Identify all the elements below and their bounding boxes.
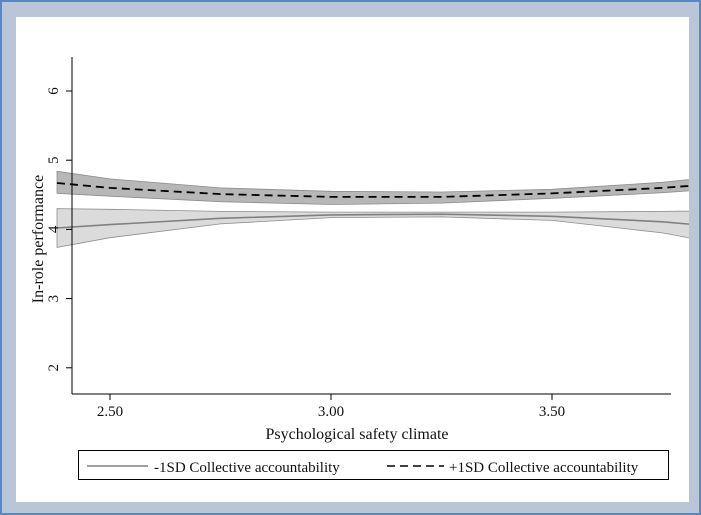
x-axis-title: Psychological safety climate	[265, 426, 448, 443]
series-lines	[56, 182, 701, 229]
x-tick-label: 3.00	[318, 404, 344, 420]
y-axis-title: In-role performance	[30, 175, 47, 303]
y-tick-label: 2	[46, 364, 62, 372]
legend-box	[78, 450, 669, 480]
y-tick-label: 4	[46, 225, 62, 233]
x-tick-label: 3.50	[539, 404, 565, 420]
y-tick-label: 5	[46, 156, 62, 164]
x-tick-label: 2.50	[97, 404, 123, 420]
axes: 2.503.003.504.004.505.0023456	[46, 57, 671, 420]
y-tick-label: 6	[46, 87, 62, 95]
confidence-band-minus1sd	[56, 208, 701, 248]
series-line-minus1sd	[56, 213, 701, 229]
chart-svg: 2.503.003.504.004.505.0023456 Psychologi…	[30, 57, 701, 480]
legend-label-minus1sd: -1SD Collective accountability	[154, 460, 340, 476]
series-line-plus1sd	[56, 182, 701, 198]
figure-panel: 2.503.003.504.004.505.0023456 Psychologi…	[16, 17, 701, 502]
legend: -1SD Collective accountability +1SD Coll…	[78, 450, 669, 480]
y-tick-label: 3	[46, 295, 62, 303]
legend-label-plus1sd: +1SD Collective accountability	[449, 460, 639, 476]
confidence-bands	[56, 170, 701, 248]
confidence-band-plus1sd	[56, 170, 701, 205]
